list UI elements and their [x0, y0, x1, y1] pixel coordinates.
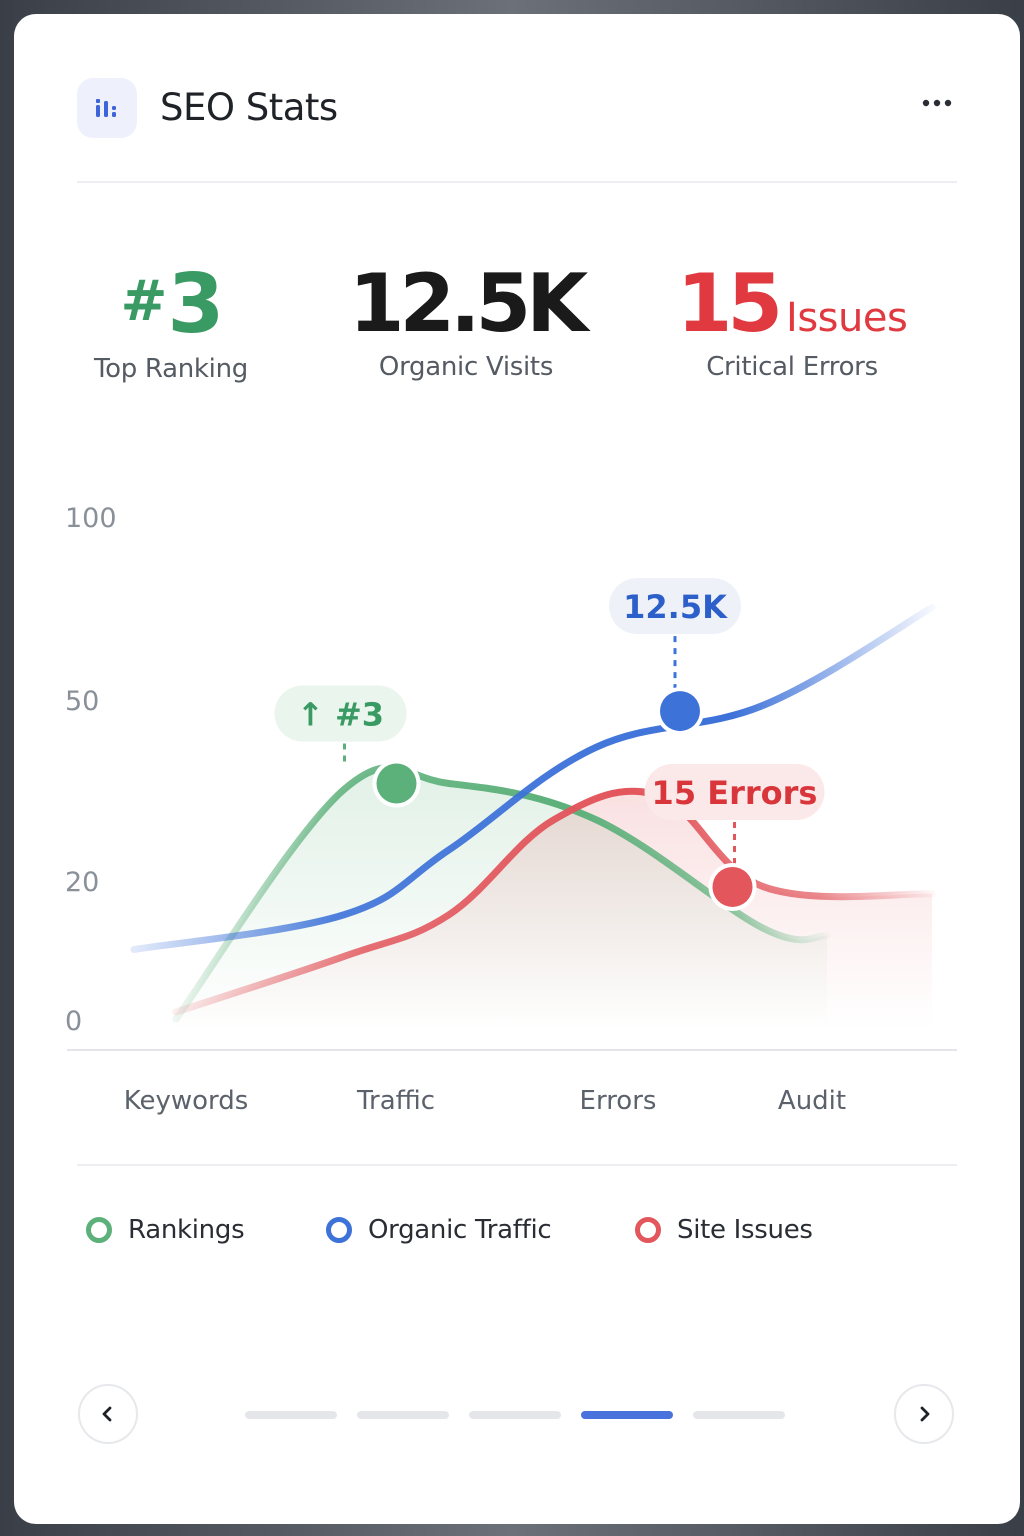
- stat-label: Critical Errors: [706, 352, 878, 382]
- issues-callout: 15 Errors: [644, 763, 825, 911]
- stat-label: Top Ranking: [93, 354, 248, 384]
- legend-organic-traffic[interactable]: Organic Traffic: [326, 1210, 552, 1250]
- issues-area: [176, 791, 932, 1029]
- legend-label: Organic Traffic: [368, 1215, 552, 1245]
- x-tick-label: Errors: [580, 1086, 657, 1116]
- next-button[interactable]: [894, 1384, 954, 1444]
- bar-chart-icon: [77, 78, 137, 138]
- x-tick-label: Audit: [778, 1086, 846, 1116]
- seo-stats-card: SEO Stats #3 Top Ranking 12.5K Organic V…: [14, 14, 1020, 1524]
- issues-suffix: Issues: [786, 295, 908, 341]
- callout-text: 12.5K: [623, 588, 728, 626]
- stat-label: Organic Visits: [378, 352, 554, 382]
- legend-swatch: [635, 1217, 661, 1243]
- traffic-line: [130, 604, 936, 953]
- y-tick-label: 50: [65, 686, 99, 717]
- legend-label: Site Issues: [677, 1215, 813, 1245]
- page-dot-active[interactable]: [581, 1411, 673, 1419]
- header-divider: [77, 181, 957, 183]
- legend-swatch: [86, 1217, 112, 1243]
- y-tick-label: 100: [65, 503, 117, 534]
- chevron-right-icon: [920, 1406, 930, 1422]
- callout-text: ↑ #3: [297, 695, 384, 733]
- y-tick-label: 0: [65, 1006, 82, 1037]
- page-dot[interactable]: [693, 1411, 785, 1419]
- data-point: [376, 763, 417, 804]
- stat-organic-visits: 12.5K Organic Visits: [336, 257, 596, 383]
- legend-swatch: [326, 1217, 352, 1243]
- callout-text: 15 Errors: [652, 774, 818, 812]
- traffic-callout: 12.5K: [609, 578, 741, 736]
- x-tick-label: Keywords: [124, 1086, 249, 1116]
- callout-pill: [609, 578, 741, 635]
- data-point: [660, 691, 700, 732]
- page-dot[interactable]: [469, 1411, 561, 1419]
- data-point: [712, 866, 753, 907]
- legend-label: Rankings: [128, 1215, 245, 1245]
- y-tick-label: 20: [65, 867, 99, 898]
- legend-rankings[interactable]: Rankings: [86, 1210, 245, 1250]
- callout-pill: [274, 685, 407, 742]
- x-tick-label: Traffic: [356, 1086, 435, 1116]
- page-dot[interactable]: [357, 1411, 449, 1419]
- card-title: SEO Stats: [160, 86, 338, 129]
- more-horizontal-icon[interactable]: [917, 88, 957, 118]
- stat-top-ranking: #3 Top Ranking: [76, 264, 266, 385]
- card-header: SEO Stats: [77, 78, 957, 142]
- rank-value: 3: [167, 257, 224, 352]
- legend-site-issues[interactable]: Site Issues: [635, 1210, 813, 1250]
- issues-value: 15: [676, 257, 783, 350]
- rankings-callout: ↑ #3: [274, 685, 421, 808]
- seo-line-chart: 100 50 20 0 Keywords Traffic Errors Audit ↑ #3 12…: [65, 503, 957, 1116]
- chevron-left-icon: [102, 1406, 112, 1422]
- issues-line: [172, 787, 936, 1016]
- rankings-line: [172, 764, 831, 1023]
- callout-pill: [644, 763, 825, 820]
- stat-critical-errors: 15 Issues Critical Errors: [672, 264, 912, 383]
- rank-hash: #: [120, 269, 168, 334]
- legend-divider: [77, 1164, 957, 1166]
- visits-value: 12.5K: [348, 257, 588, 350]
- prev-button[interactable]: [78, 1384, 138, 1444]
- page-dot[interactable]: [245, 1411, 337, 1419]
